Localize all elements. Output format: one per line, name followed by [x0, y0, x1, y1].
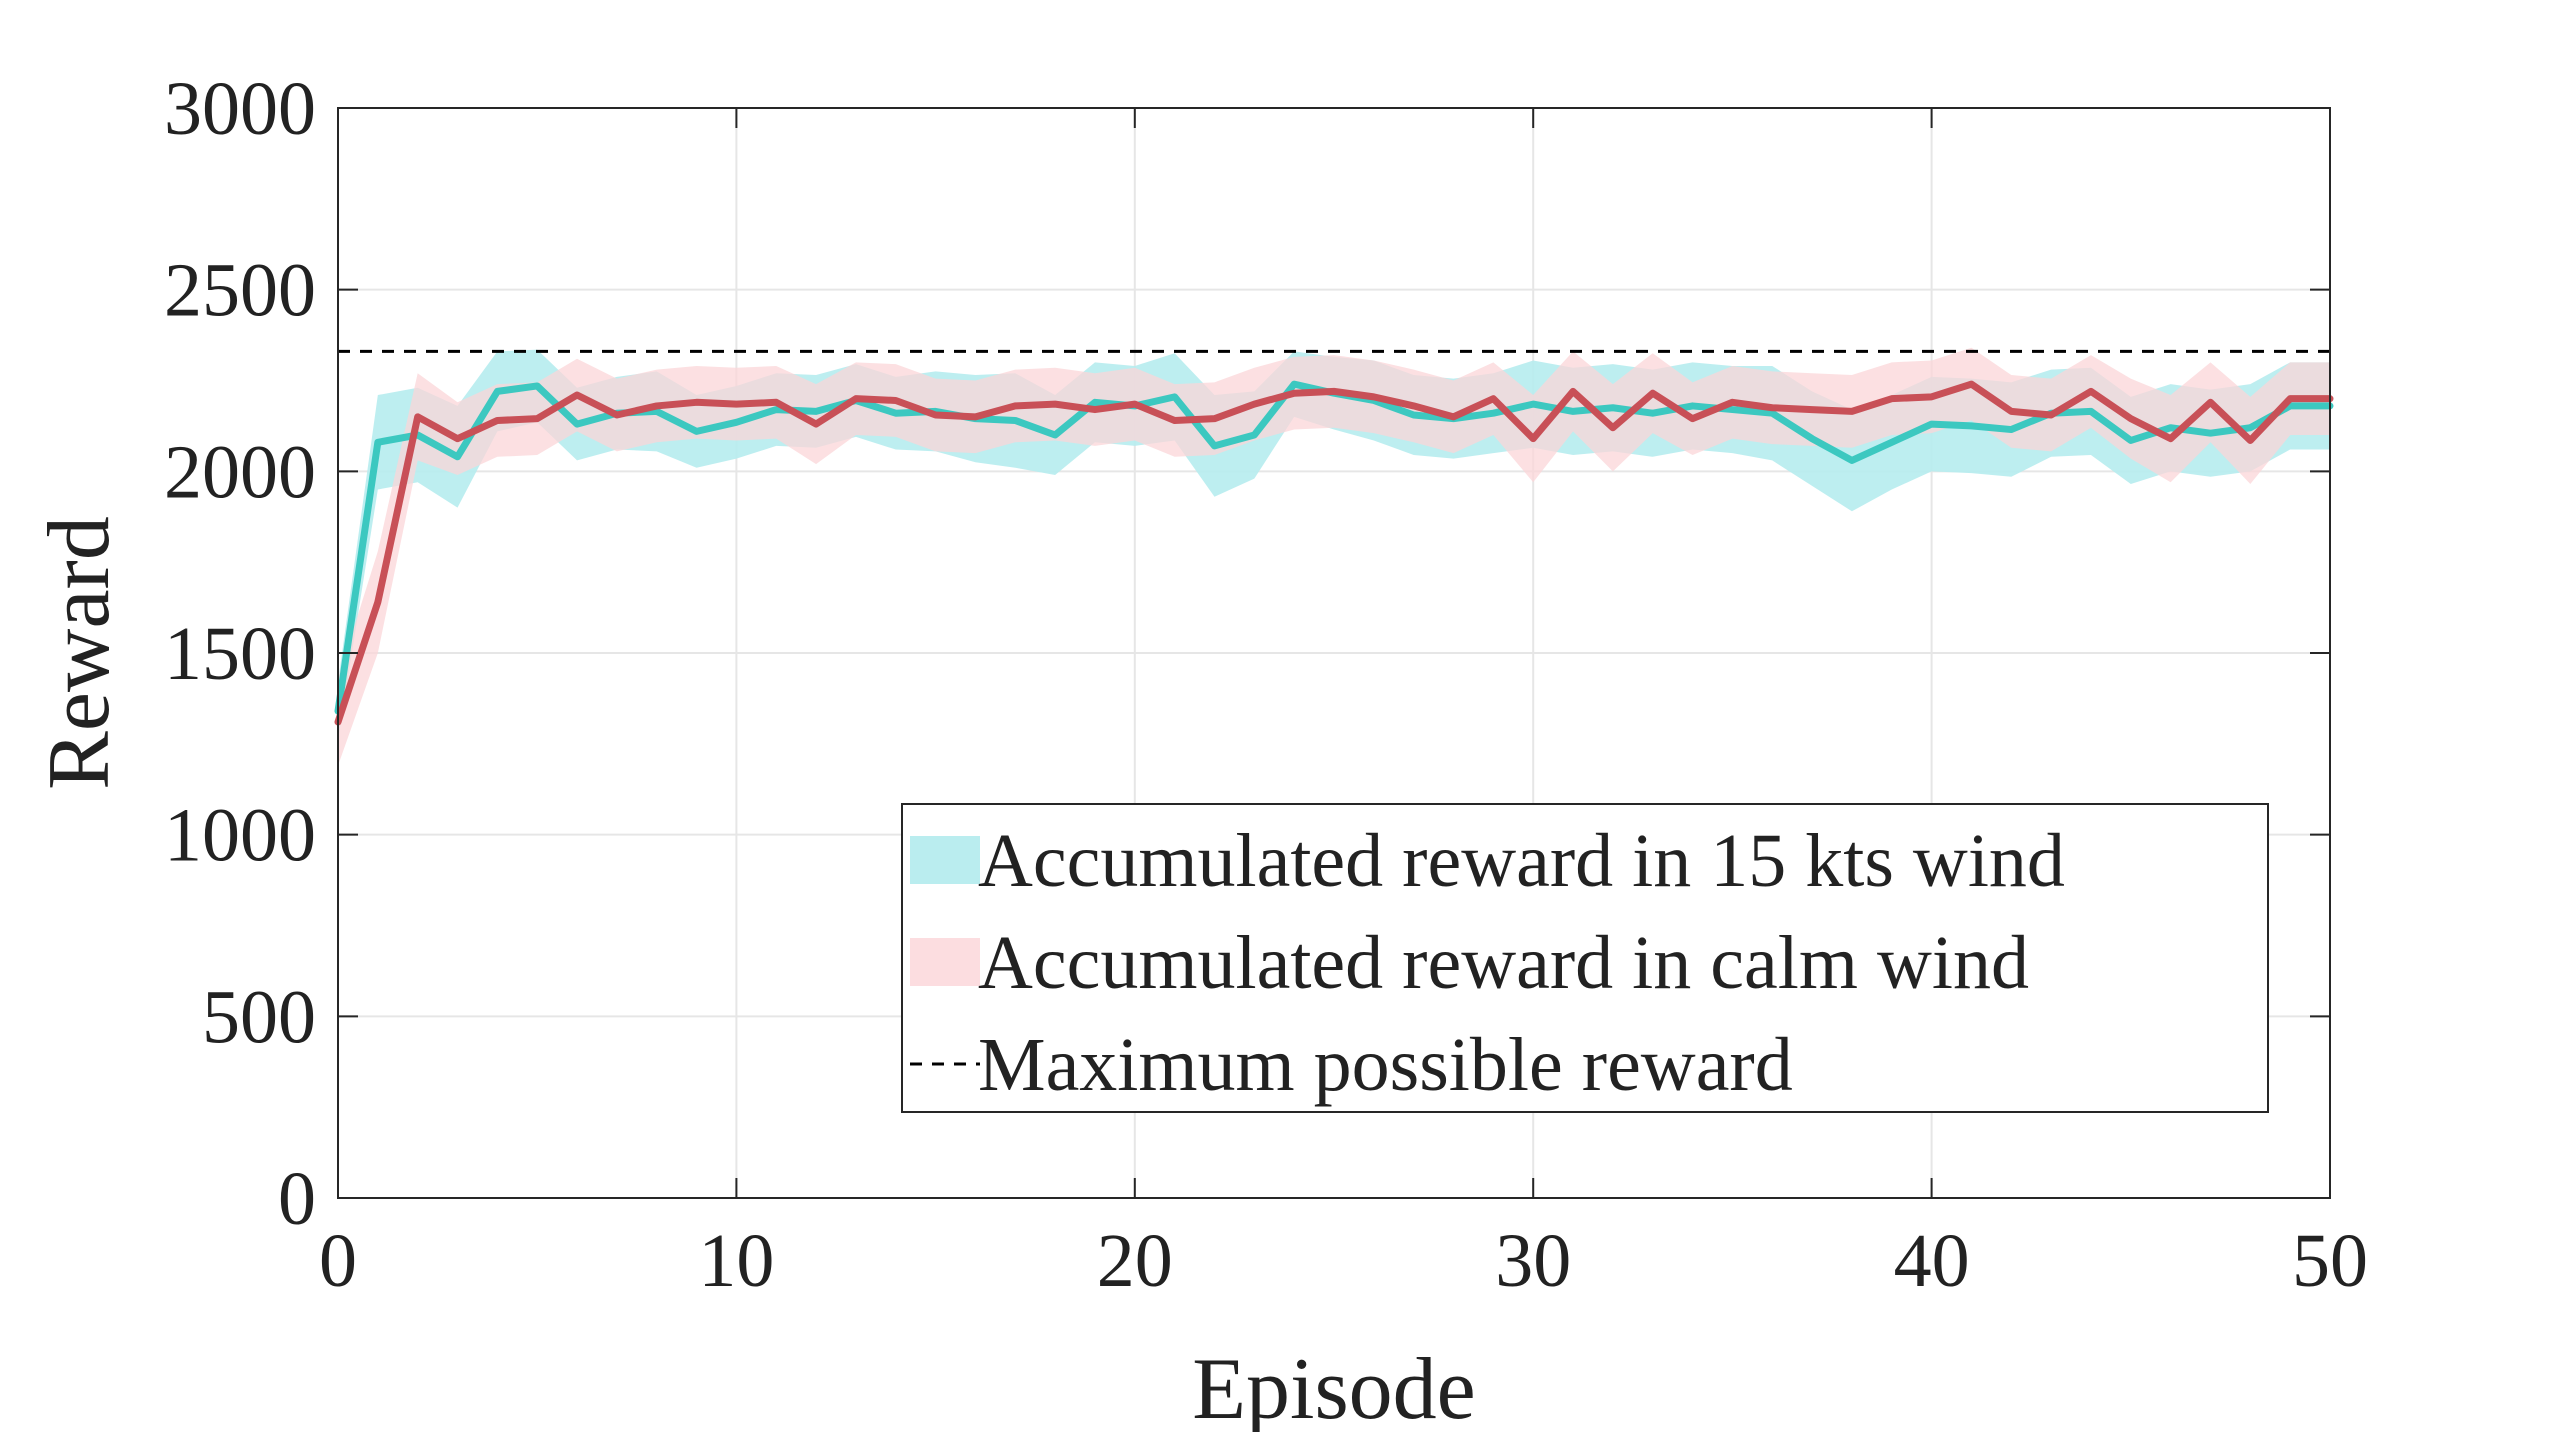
y-tick-label: 500 — [202, 975, 316, 1059]
series-line-calm-wind — [334, 380, 2334, 726]
x-tick-labels: 0 10 20 30 40 50 — [319, 1219, 2368, 1303]
x-tick-label: 20 — [1097, 1219, 1173, 1303]
legend: Accumulated reward in 15 kts wind Accumu… — [901, 803, 2269, 1113]
legend-label-calm-wind: Accumulated reward in calm wind — [978, 921, 2029, 1005]
y-tick-label: 0 — [278, 1157, 316, 1241]
legend-box — [901, 803, 2269, 1113]
x-tick-label: 10 — [698, 1219, 774, 1303]
legend-swatch-calm-wind — [910, 938, 980, 986]
y-tick-label: 2500 — [164, 249, 316, 333]
x-tick-label: 30 — [1495, 1219, 1571, 1303]
x-tick-label: 0 — [319, 1219, 357, 1303]
y-axis-label: Reward — [31, 516, 128, 790]
axis-ticks — [337, 107, 2331, 1199]
x-tick-label: 40 — [1894, 1219, 1970, 1303]
y-tick-labels: 0 500 1000 1500 2000 2500 3000 — [164, 67, 316, 1241]
x-axis-label: Episode — [1192, 1341, 1476, 1432]
legend-label-15kts-wind: Accumulated reward in 15 kts wind — [978, 819, 2065, 903]
y-tick-label: 3000 — [164, 67, 316, 151]
series-lines — [334, 380, 2334, 726]
legend-swatch-15kts-wind — [910, 836, 980, 884]
y-tick-label: 2000 — [164, 430, 316, 514]
legend-label-max-reward: Maximum possible reward — [978, 1023, 1793, 1107]
y-tick-label: 1500 — [164, 612, 316, 696]
x-tick-label: 50 — [2292, 1219, 2368, 1303]
y-tick-label: 1000 — [164, 794, 316, 878]
